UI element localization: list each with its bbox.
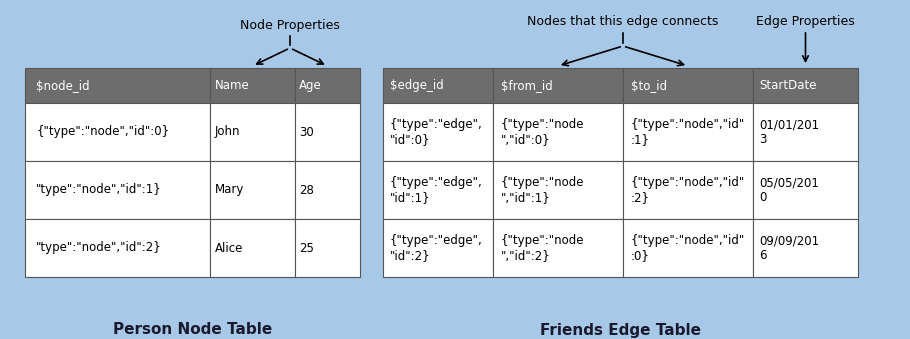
Text: {"type":"edge",
"id":0}: {"type":"edge", "id":0} [389, 118, 482, 146]
Text: Friends Edge Table: Friends Edge Table [540, 322, 701, 338]
Bar [25, 219, 210, 277]
Bar [493, 161, 623, 219]
Text: {"type":"node
","id":2}: {"type":"node ","id":2} [501, 234, 584, 262]
Text: Edge Properties: Edge Properties [756, 16, 854, 28]
Text: {"type":"edge",
"id":2}: {"type":"edge", "id":2} [389, 234, 482, 262]
Bar [210, 103, 295, 161]
Text: {"type":"node","id"
:0}: {"type":"node","id" :0} [631, 234, 745, 262]
Bar [210, 161, 295, 219]
Bar [383, 103, 493, 161]
Text: Name: Name [215, 79, 250, 92]
Text: {"type":"node
","id":0}: {"type":"node ","id":0} [501, 118, 584, 146]
Text: {"type":"node
","id":1}: {"type":"node ","id":1} [501, 176, 584, 204]
Bar [295, 161, 360, 219]
Bar [623, 161, 753, 219]
Bar [753, 219, 858, 277]
Bar [383, 68, 493, 103]
Bar [753, 68, 858, 103]
Bar [493, 68, 623, 103]
Text: 25: 25 [298, 241, 314, 255]
Text: Alice: Alice [215, 241, 244, 255]
Bar [623, 103, 753, 161]
Text: 05/05/201
0: 05/05/201 0 [759, 176, 819, 204]
Text: "type":"node","id":1}: "type":"node","id":1} [36, 183, 162, 197]
Text: Person Node Table: Person Node Table [113, 322, 272, 338]
Text: StartDate: StartDate [759, 79, 817, 92]
Text: John: John [215, 125, 240, 139]
Text: "type":"node","id":2}: "type":"node","id":2} [36, 241, 162, 255]
Text: Mary: Mary [215, 183, 245, 197]
Bar [295, 103, 360, 161]
Bar [623, 68, 753, 103]
Text: $edge_id: $edge_id [389, 79, 443, 92]
Bar [623, 219, 753, 277]
Bar [25, 161, 210, 219]
Bar [25, 103, 210, 161]
Bar [210, 219, 295, 277]
Text: 30: 30 [298, 125, 314, 139]
Text: 01/01/201
3: 01/01/201 3 [759, 118, 819, 146]
Bar [493, 103, 623, 161]
Text: 09/09/201
6: 09/09/201 6 [759, 234, 819, 262]
Text: 28: 28 [298, 183, 314, 197]
Text: {"type":"node","id"
:2}: {"type":"node","id" :2} [631, 176, 745, 204]
Text: $node_id: $node_id [36, 79, 90, 92]
Text: Node Properties: Node Properties [240, 19, 340, 32]
Bar [753, 103, 858, 161]
Bar [753, 161, 858, 219]
Bar [493, 219, 623, 277]
Bar [25, 68, 210, 103]
Text: Nodes that this edge connects: Nodes that this edge connects [527, 16, 719, 28]
Text: $from_id: $from_id [501, 79, 552, 92]
Text: {"type":"node","id":0}: {"type":"node","id":0} [36, 125, 169, 139]
Text: $to_id: $to_id [631, 79, 667, 92]
Text: Age: Age [298, 79, 321, 92]
Text: {"type":"edge",
"id":1}: {"type":"edge", "id":1} [389, 176, 482, 204]
Bar [383, 219, 493, 277]
Bar [383, 161, 493, 219]
Bar [295, 68, 360, 103]
Text: {"type":"node","id"
:1}: {"type":"node","id" :1} [631, 118, 745, 146]
Bar [295, 219, 360, 277]
Bar [210, 68, 295, 103]
